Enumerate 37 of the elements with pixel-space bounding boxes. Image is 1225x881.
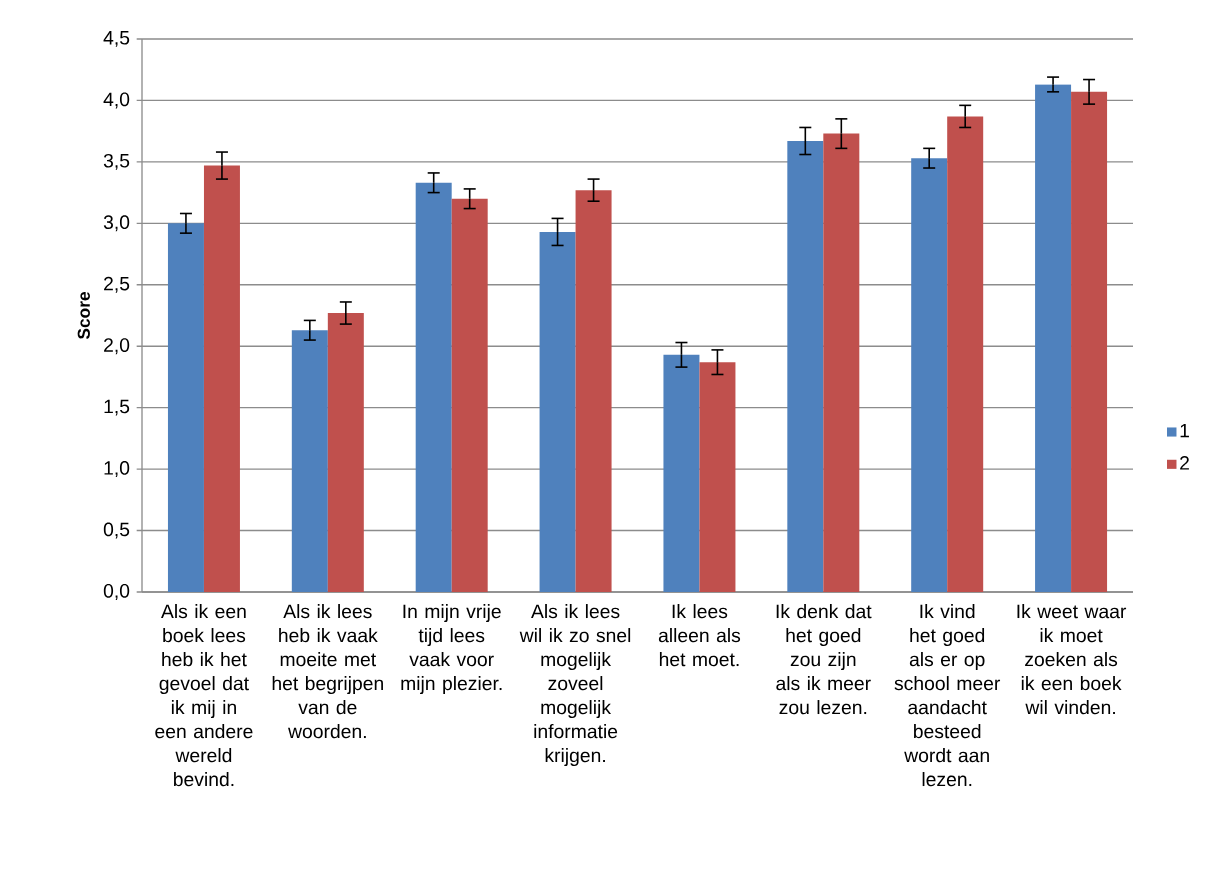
y-tick-label: 4,0 <box>103 92 130 109</box>
y-tick-label: 3,5 <box>103 153 130 170</box>
bar <box>203 165 240 592</box>
y-axis-title: Score <box>77 291 90 340</box>
bar <box>1035 84 1072 592</box>
x-tick-label: In mijn vrije tijd lees vaak voor mijn plezier. <box>401 604 502 695</box>
x-tick-label: Als ik lees heb ik vaak moeite met het begrijpen van de woorden. <box>272 604 383 739</box>
y-tick-label: 1,5 <box>104 399 130 416</box>
bar <box>911 158 948 592</box>
bar <box>823 133 860 592</box>
bar <box>787 140 824 592</box>
bar <box>539 231 576 592</box>
legend-label: 1 <box>1180 423 1189 438</box>
x-tick-label: Ik weet waar ik moet zoeken als ik een boek wil vinden. <box>1017 604 1127 715</box>
bar <box>575 190 612 592</box>
y-tick-label: 1,0 <box>104 461 130 478</box>
bar <box>1071 91 1108 592</box>
bar <box>327 313 364 592</box>
bar <box>415 182 452 592</box>
y-tick-label: 4,5 <box>103 31 130 47</box>
y-tick-label: 2,5 <box>104 276 130 293</box>
y-tick-label: 0,5 <box>103 522 130 539</box>
bar <box>451 198 488 592</box>
x-tick-label: Ik vind het goed als er op school meer aandacht besteed wordt aan lezen. <box>894 604 1001 787</box>
y-tick-label: 0,0 <box>103 583 130 600</box>
legend-label: 2 <box>1180 456 1189 470</box>
bar <box>291 330 328 592</box>
y-tick-label: 2,0 <box>104 338 130 355</box>
bar <box>947 116 984 592</box>
y-tick-label: 3,0 <box>103 215 130 232</box>
bar <box>699 362 736 592</box>
x-tick-label: Ik lees alleen als het moet. <box>658 604 741 667</box>
x-tick-label: Als ik een boek lees heb ik het gevoel dat ik mij in een andere wereld bevind. <box>155 604 253 787</box>
bar <box>167 223 204 592</box>
x-tick-label: Ik denk dat het goed zou zijn als ik meer zou lezen. <box>776 604 872 715</box>
x-tick-label: Als ik lees wil ik zo snel mogelijk zoveel mogelijk informatie krijgen. <box>519 604 631 767</box>
bar <box>663 354 700 592</box>
